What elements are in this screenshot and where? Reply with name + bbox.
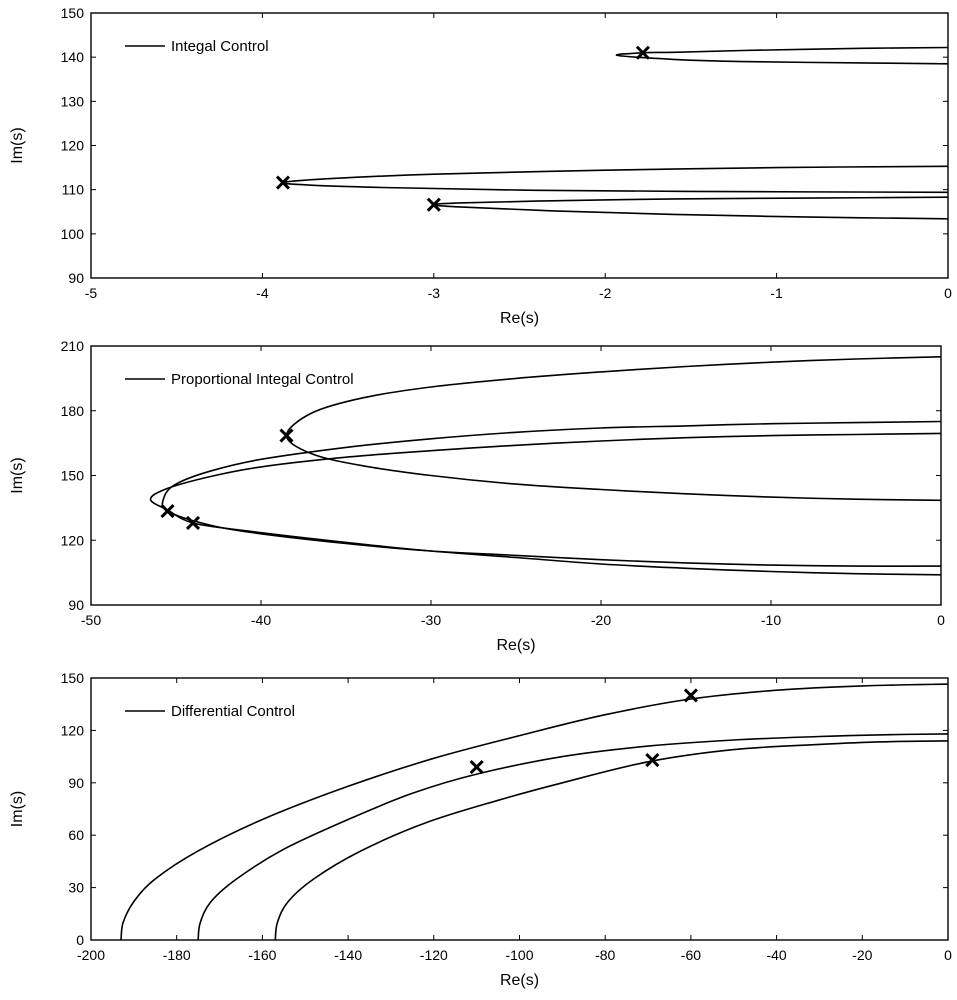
pole-marker: [279, 428, 294, 443]
y-tick-label: 180: [61, 403, 85, 419]
legend-label: Proportional Integal Control: [171, 371, 354, 388]
pole-marker: [469, 760, 484, 775]
differential-control-plot: -200 -180 -160 -140 -120 -100 -80 -60 -40 -20 0030…: [9, 670, 952, 989]
x-tick-label: -60: [681, 947, 701, 963]
x-tick-label: -200: [77, 947, 105, 963]
y-tick-label: 210: [61, 338, 85, 354]
x-tick-label: -5: [85, 285, 98, 301]
x-tick-label: -120: [420, 947, 448, 963]
x-tick-label: -4: [256, 285, 269, 301]
x-tick-label: -180: [163, 947, 191, 963]
pole-marker: [426, 197, 441, 212]
y-tick-label: 0: [76, 932, 84, 948]
x-tick-label: -140: [334, 947, 362, 963]
proportional-integral-control-plot: -50 -40 -30 -20 -10 0 90 120 150 180 210 Re(s) Im(s)…: [9, 338, 945, 654]
y-axis-label: Im(s): [9, 791, 26, 827]
x-tick-label: -30: [421, 612, 441, 628]
x-axis-label: Re(s): [500, 310, 539, 327]
x-tick-label: -80: [595, 947, 615, 963]
pole-marker: [275, 175, 291, 190]
y-tick-label: 150: [61, 468, 85, 484]
x-tick-label: 0: [944, 947, 952, 963]
y-tick-label: 60: [68, 827, 84, 843]
root-locus-branch-2: [161, 420, 941, 567]
x-tick-label: 0: [944, 285, 952, 301]
x-axis-label: Re(s): [500, 972, 539, 989]
pole-marker: [635, 45, 650, 60]
root-locus-branch-3: [274, 740, 948, 940]
x-tick-label: -2: [599, 285, 612, 301]
root-locus-branch-2: [197, 733, 948, 940]
pole-marker: [160, 504, 175, 519]
y-axis-label: Im(s): [9, 457, 26, 493]
root-locus-branch-2: [282, 165, 948, 194]
x-tick-label: -10: [761, 612, 781, 628]
y-tick-label: 90: [68, 597, 84, 613]
root-locus-branch-1: [285, 356, 941, 502]
root-locus-branch-1: [120, 683, 948, 940]
y-tick-label: 90: [68, 270, 84, 286]
y-tick-label: 140: [61, 49, 85, 65]
y-tick-label: 130: [61, 93, 85, 109]
x-tick-label: -20: [852, 947, 872, 963]
x-tick-label: 0: [937, 612, 945, 628]
x-tick-label: -20: [591, 612, 611, 628]
y-tick-label: 120: [61, 532, 85, 548]
legend-label: Integal Control: [171, 38, 269, 55]
x-tick-label: -160: [248, 947, 276, 963]
root-locus-branch-1: [615, 46, 948, 65]
x-tick-label: -40: [766, 947, 786, 963]
x-tick-label: -40: [251, 612, 271, 628]
root-locus-branch-3: [432, 196, 948, 220]
root-locus-branch-3: [149, 432, 941, 576]
pole-marker: [683, 688, 698, 703]
pole-marker: [645, 753, 660, 768]
y-tick-label: 150: [61, 670, 85, 686]
y-tick-label: 100: [61, 226, 85, 242]
y-tick-label: 30: [68, 880, 84, 896]
x-tick-label: -1: [770, 285, 783, 301]
x-tick-label: -3: [428, 285, 441, 301]
pole-marker: [185, 515, 201, 531]
legend-label: Differential Control: [171, 703, 295, 720]
y-tick-label: 120: [61, 722, 85, 738]
y-tick-label: 90: [68, 775, 84, 791]
y-tick-label: 120: [61, 138, 85, 154]
y-axis-label: Im(s): [9, 127, 26, 163]
x-tick-label: -100: [505, 947, 533, 963]
x-tick-label: -50: [81, 612, 101, 628]
y-tick-label: 150: [61, 5, 85, 21]
y-tick-label: 110: [62, 182, 85, 198]
integral-control-plot: -5 -4 -3 -2 -1 0 90 100 110 120 130 140 150 Re(s) Im(s…: [9, 5, 952, 327]
x-axis-label: Re(s): [496, 637, 535, 654]
